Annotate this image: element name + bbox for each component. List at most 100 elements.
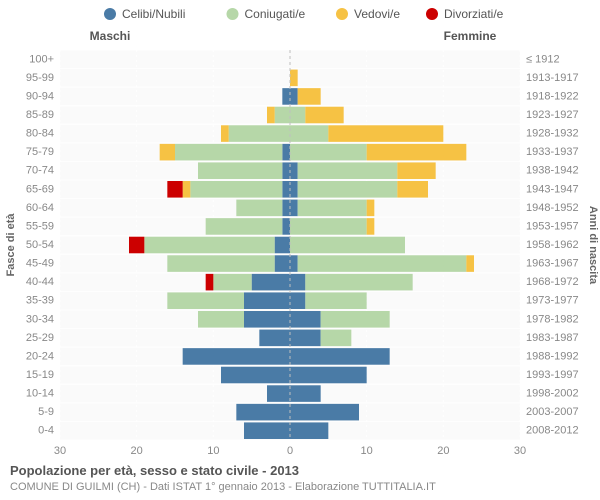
bar-f-m — [298, 200, 367, 217]
birth-label: 1918-1922 — [526, 90, 579, 102]
bar-f-s — [290, 200, 298, 217]
bar-m-s — [183, 348, 290, 365]
bar-m-s — [282, 162, 290, 179]
bar-m-s — [275, 255, 290, 272]
bar-m-m — [275, 107, 290, 124]
bar-m-s — [267, 385, 290, 402]
bar-f-w — [328, 125, 443, 142]
legend-label: Vedovi/e — [354, 7, 400, 21]
legend-swatch — [227, 8, 239, 20]
age-label: 60-64 — [26, 202, 54, 214]
age-label: 90-94 — [26, 90, 54, 102]
chart-title: Popolazione per età, sesso e stato civil… — [10, 463, 299, 478]
bar-f-s — [290, 274, 305, 291]
bar-f-m — [321, 311, 390, 328]
age-label: 30-34 — [26, 313, 54, 325]
age-label: 5-9 — [38, 406, 54, 418]
bar-m-d — [167, 181, 182, 198]
bar-m-m — [167, 292, 244, 309]
legend-swatch — [104, 8, 116, 20]
bar-m-s — [259, 330, 290, 347]
bar-m-w — [183, 181, 191, 198]
birth-label: 1938-1942 — [526, 165, 579, 177]
bar-m-m — [190, 181, 282, 198]
x-tick: 30 — [54, 445, 66, 457]
birth-label: 1978-1982 — [526, 313, 579, 325]
birth-label: 1933-1937 — [526, 146, 579, 158]
label-maschi: Maschi — [90, 29, 131, 43]
bar-m-m — [229, 125, 290, 142]
bar-f-w — [298, 88, 321, 105]
age-label: 10-14 — [26, 388, 54, 400]
age-label: 40-44 — [26, 276, 54, 288]
bar-m-s — [282, 218, 290, 235]
birth-label: 1983-1987 — [526, 332, 579, 344]
y-left-title: Fasce di età — [5, 213, 17, 277]
bar-m-s — [244, 311, 290, 328]
bar-f-w — [397, 181, 428, 198]
bar-f-m — [290, 144, 367, 161]
bar-f-s — [290, 311, 321, 328]
bar-m-w — [221, 125, 229, 142]
birth-label: 1928-1932 — [526, 128, 579, 140]
x-tick: 20 — [437, 445, 449, 457]
bar-f-s — [290, 330, 321, 347]
bar-f-m — [290, 107, 305, 124]
age-label: 15-19 — [26, 369, 54, 381]
age-label: 45-49 — [26, 258, 54, 270]
age-label: 35-39 — [26, 295, 54, 307]
bar-f-s — [290, 292, 305, 309]
bar-m-s — [282, 200, 290, 217]
bar-f-m — [305, 292, 366, 309]
bar-f-s — [290, 255, 298, 272]
bar-f-s — [290, 367, 367, 384]
x-tick: 30 — [514, 445, 526, 457]
bar-m-m — [167, 255, 274, 272]
legend-swatch — [336, 8, 348, 20]
age-label: 25-29 — [26, 332, 54, 344]
birth-label: 1973-1977 — [526, 295, 579, 307]
bar-m-d — [206, 274, 214, 291]
birth-label: 1953-1957 — [526, 220, 579, 232]
birth-label: 1923-1927 — [526, 109, 579, 121]
x-tick: 10 — [361, 445, 373, 457]
age-label: 70-74 — [26, 165, 54, 177]
bar-m-s — [282, 88, 290, 105]
legend-label: Celibi/Nubili — [122, 7, 185, 21]
bar-m-m — [236, 200, 282, 217]
x-tick: 0 — [287, 445, 293, 457]
bar-m-s — [282, 144, 290, 161]
bar-m-m — [198, 162, 282, 179]
bar-f-m — [298, 181, 398, 198]
age-label: 65-69 — [26, 183, 54, 195]
bar-f-w — [367, 218, 375, 235]
birth-label: 1988-1992 — [526, 350, 579, 362]
birth-label: 1968-1972 — [526, 276, 579, 288]
bar-m-s — [252, 274, 290, 291]
x-tick: 20 — [131, 445, 143, 457]
bar-m-m — [198, 311, 244, 328]
bar-m-s — [244, 292, 290, 309]
birth-label: 2003-2007 — [526, 406, 579, 418]
legend-swatch — [426, 8, 438, 20]
birth-label: ≤ 1912 — [526, 53, 560, 65]
birth-label: 1998-2002 — [526, 388, 579, 400]
birth-label: 1943-1947 — [526, 183, 579, 195]
birth-label: 1963-1967 — [526, 258, 579, 270]
bar-f-m — [321, 330, 352, 347]
bar-f-w — [466, 255, 474, 272]
age-label: 0-4 — [38, 425, 54, 437]
birth-label: 1913-1917 — [526, 72, 579, 84]
bar-m-d — [129, 237, 144, 254]
bar-m-s — [236, 404, 290, 421]
bar-f-s — [290, 88, 298, 105]
y-right-title: Anni di nascita — [587, 206, 599, 285]
bar-f-m — [298, 255, 467, 272]
bar-f-s — [290, 348, 390, 365]
age-label: 55-59 — [26, 220, 54, 232]
age-label: 50-54 — [26, 239, 54, 251]
legend-label: Coniugati/e — [245, 7, 306, 21]
bar-f-s — [290, 404, 359, 421]
bar-f-m — [305, 274, 412, 291]
bar-m-s — [221, 367, 290, 384]
